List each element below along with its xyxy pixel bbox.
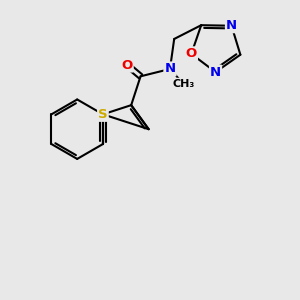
- Text: CH₃: CH₃: [172, 79, 194, 88]
- Text: N: N: [226, 19, 237, 32]
- Text: O: O: [122, 58, 133, 71]
- Text: N: N: [210, 66, 221, 79]
- Text: S: S: [98, 108, 108, 121]
- Text: O: O: [186, 47, 197, 60]
- Text: N: N: [164, 62, 175, 76]
